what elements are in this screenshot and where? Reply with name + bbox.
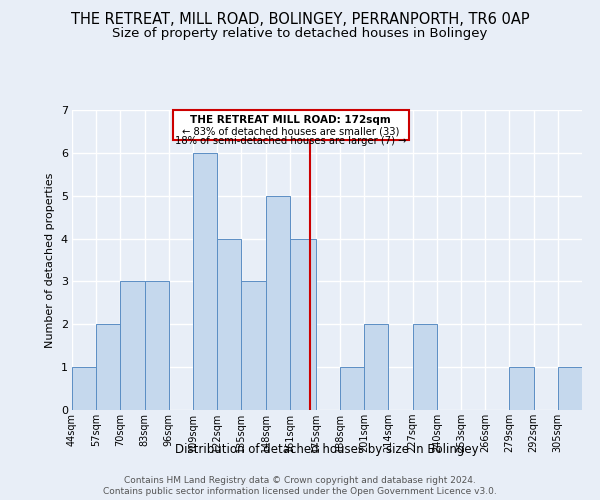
Bar xyxy=(193,153,217,410)
Bar xyxy=(364,324,388,410)
Bar xyxy=(72,367,96,410)
Y-axis label: Number of detached properties: Number of detached properties xyxy=(45,172,55,348)
Text: THE RETREAT, MILL ROAD, BOLINGEY, PERRANPORTH, TR6 0AP: THE RETREAT, MILL ROAD, BOLINGEY, PERRAN… xyxy=(71,12,529,28)
Text: 18% of semi-detached houses are larger (7) →: 18% of semi-detached houses are larger (… xyxy=(175,136,406,145)
Bar xyxy=(413,324,437,410)
Bar xyxy=(96,324,121,410)
Bar xyxy=(290,238,316,410)
Text: Distribution of detached houses by size in Bolingey: Distribution of detached houses by size … xyxy=(175,442,479,456)
Bar xyxy=(217,238,241,410)
Bar xyxy=(121,282,145,410)
Bar xyxy=(509,367,533,410)
Bar xyxy=(340,367,364,410)
Text: THE RETREAT MILL ROAD: 172sqm: THE RETREAT MILL ROAD: 172sqm xyxy=(190,115,391,125)
Text: ← 83% of detached houses are smaller (33): ← 83% of detached houses are smaller (33… xyxy=(182,126,400,136)
Text: Size of property relative to detached houses in Bolingey: Size of property relative to detached ho… xyxy=(112,28,488,40)
Text: Contains public sector information licensed under the Open Government Licence v3: Contains public sector information licen… xyxy=(103,488,497,496)
Bar xyxy=(266,196,290,410)
FancyBboxPatch shape xyxy=(173,110,409,140)
Bar xyxy=(241,282,266,410)
Bar xyxy=(558,367,582,410)
Text: Contains HM Land Registry data © Crown copyright and database right 2024.: Contains HM Land Registry data © Crown c… xyxy=(124,476,476,485)
Bar xyxy=(145,282,169,410)
